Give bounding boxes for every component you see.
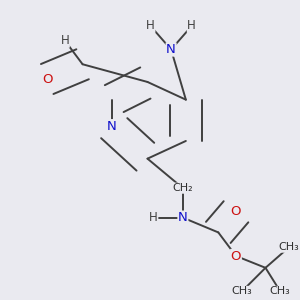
Text: N: N	[178, 211, 188, 224]
Text: H: H	[146, 20, 155, 32]
Text: CH₂: CH₂	[172, 183, 193, 193]
Text: CH₃: CH₃	[232, 286, 252, 296]
Text: CH₃: CH₃	[279, 242, 299, 252]
Text: N: N	[166, 43, 176, 56]
Text: H: H	[149, 211, 158, 224]
Text: CH₃: CH₃	[270, 286, 291, 296]
Text: N: N	[107, 120, 117, 133]
Text: O: O	[231, 250, 241, 262]
Text: H: H	[61, 34, 69, 47]
Text: O: O	[42, 73, 52, 85]
Text: O: O	[231, 205, 241, 218]
Text: H: H	[188, 20, 196, 32]
